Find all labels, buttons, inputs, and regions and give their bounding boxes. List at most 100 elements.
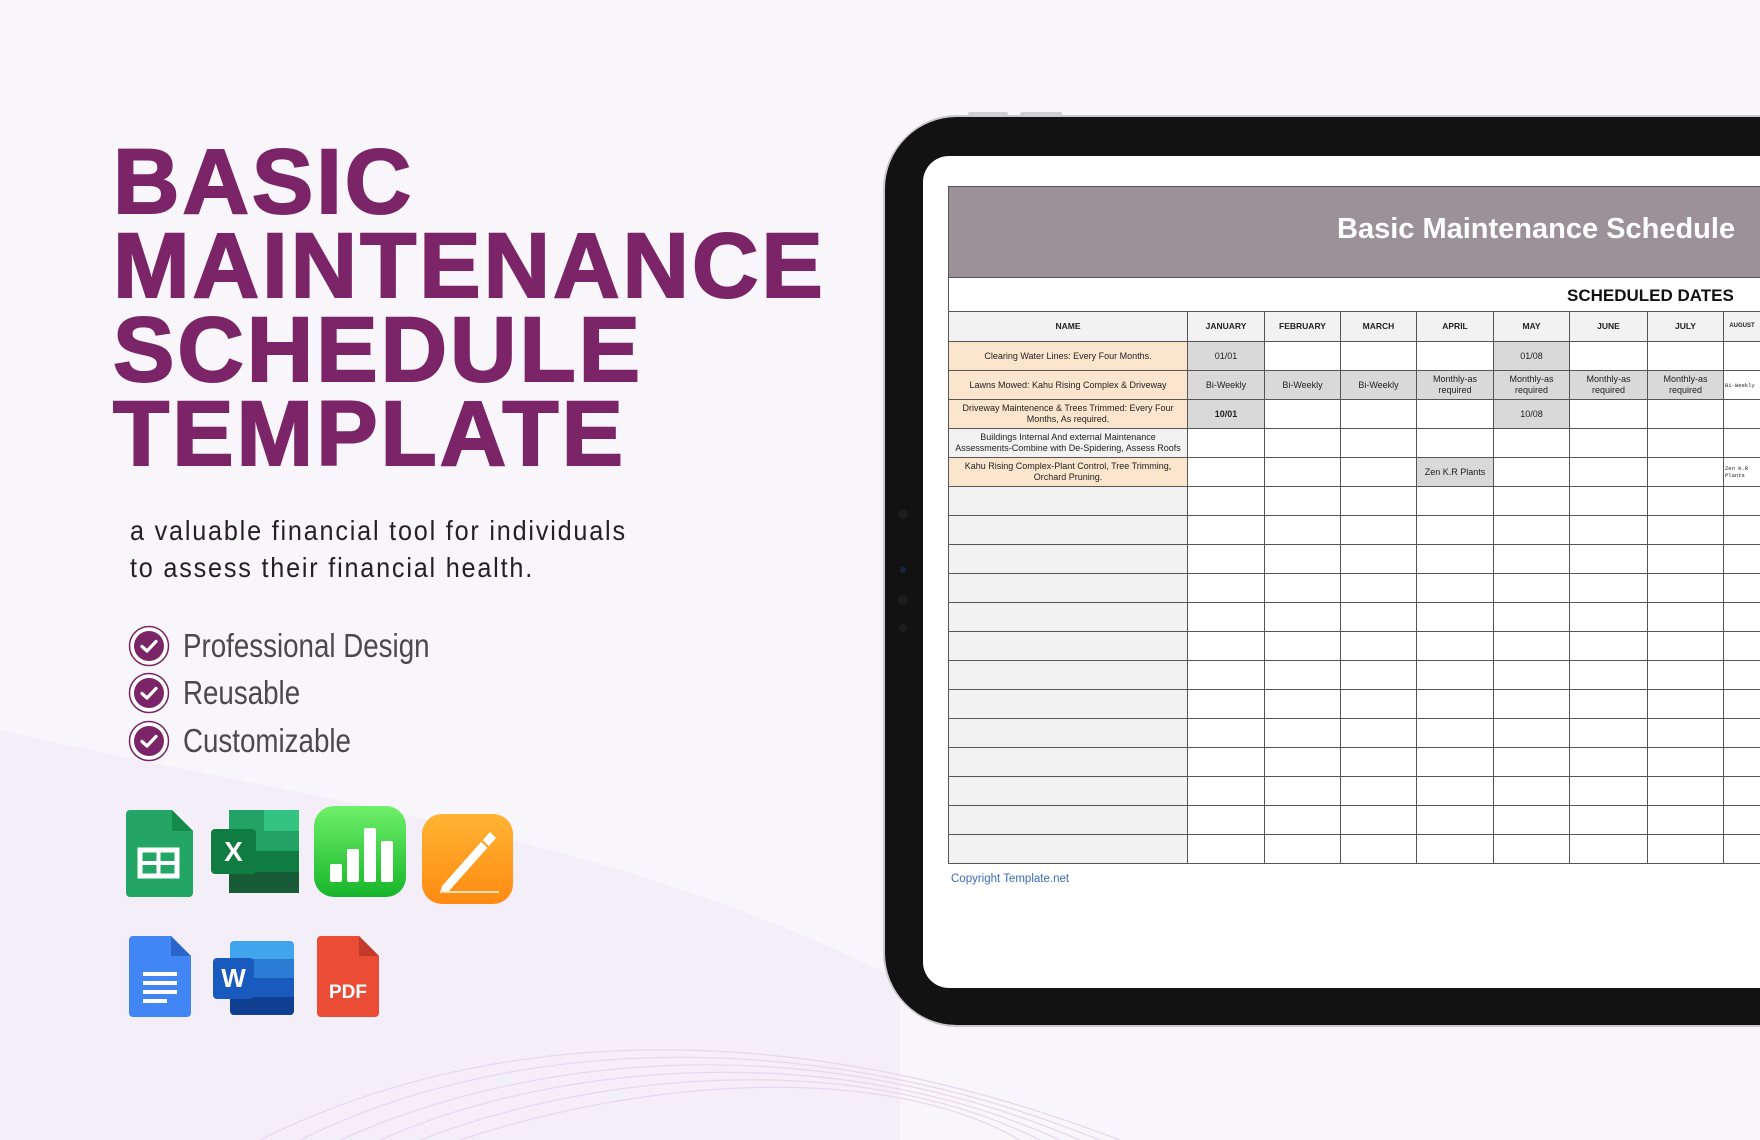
schedule-cell[interactable]: Monthly-as required — [1647, 370, 1724, 400]
schedule-cell[interactable] — [1187, 573, 1265, 603]
schedule-cell[interactable] — [1647, 515, 1724, 545]
task-name-cell[interactable]: Kahu Rising Complex-Plant Control, Tree … — [948, 457, 1188, 487]
column-header-month[interactable]: AUGUST — [1723, 311, 1760, 342]
schedule-cell[interactable] — [1723, 660, 1760, 690]
task-name-cell[interactable]: Driveway Maintenence & Trees Trimmed: Ev… — [948, 399, 1188, 429]
schedule-cell[interactable] — [1569, 399, 1648, 429]
schedule-cell[interactable] — [1264, 515, 1341, 545]
schedule-cell[interactable] — [1723, 631, 1760, 661]
copyright-link[interactable]: Copyright Template.net — [951, 873, 1070, 885]
schedule-cell[interactable] — [1647, 573, 1724, 603]
schedule-cell[interactable] — [1723, 515, 1760, 545]
schedule-cell[interactable] — [1493, 747, 1570, 777]
schedule-cell[interactable] — [1416, 544, 1494, 574]
schedule-cell[interactable] — [1264, 805, 1341, 835]
schedule-cell[interactable] — [1569, 660, 1648, 690]
schedule-cell[interactable] — [1187, 486, 1265, 516]
task-name-cell[interactable] — [948, 776, 1188, 806]
schedule-cell[interactable] — [1647, 718, 1724, 748]
schedule-cell[interactable] — [1723, 486, 1760, 516]
schedule-cell[interactable] — [1723, 573, 1760, 603]
column-header-month[interactable]: JUNE — [1569, 311, 1648, 342]
schedule-cell[interactable] — [1647, 544, 1724, 574]
task-name-cell[interactable] — [948, 544, 1188, 574]
google-docs-icon[interactable] — [129, 936, 191, 1017]
task-name-cell[interactable] — [948, 515, 1188, 545]
schedule-cell[interactable] — [1264, 573, 1341, 603]
schedule-cell[interactable] — [1340, 660, 1417, 690]
schedule-cell[interactable] — [1493, 631, 1570, 661]
schedule-cell[interactable] — [1416, 399, 1494, 429]
schedule-cell[interactable]: Zen K.R Plants — [1416, 457, 1494, 487]
schedule-cell[interactable] — [1340, 457, 1417, 487]
schedule-cell[interactable] — [1493, 834, 1570, 864]
schedule-cell[interactable] — [1569, 834, 1648, 864]
schedule-cell[interactable] — [1723, 428, 1760, 458]
schedule-cell[interactable] — [1569, 341, 1648, 371]
schedule-cell[interactable] — [1340, 428, 1417, 458]
schedule-cell[interactable] — [1647, 457, 1724, 487]
schedule-cell[interactable] — [1340, 805, 1417, 835]
schedule-cell[interactable] — [1187, 689, 1265, 719]
schedule-cell[interactable] — [1187, 631, 1265, 661]
column-header-name[interactable]: NAME — [948, 311, 1188, 342]
schedule-cell[interactable] — [1340, 573, 1417, 603]
schedule-cell[interactable] — [1569, 747, 1648, 777]
schedule-cell[interactable] — [1569, 776, 1648, 806]
schedule-cell[interactable] — [1416, 660, 1494, 690]
schedule-cell[interactable] — [1723, 718, 1760, 748]
schedule-cell[interactable] — [1264, 718, 1341, 748]
task-name-cell[interactable] — [948, 834, 1188, 864]
column-header-month[interactable]: FEBRUARY — [1264, 311, 1341, 342]
schedule-cell[interactable] — [1187, 718, 1265, 748]
schedule-cell[interactable] — [1569, 544, 1648, 574]
excel-icon[interactable]: X — [211, 810, 299, 893]
schedule-cell[interactable] — [1647, 486, 1724, 516]
schedule-cell[interactable]: Zen K.R Plants — [1723, 457, 1760, 487]
schedule-cell[interactable] — [1647, 660, 1724, 690]
schedule-cell[interactable] — [1416, 602, 1494, 632]
schedule-cell[interactable] — [1493, 428, 1570, 458]
schedule-cell[interactable] — [1187, 834, 1265, 864]
schedule-cell[interactable] — [1723, 341, 1760, 371]
schedule-cell[interactable] — [1416, 515, 1494, 545]
task-name-cell[interactable] — [948, 631, 1188, 661]
schedule-cell[interactable] — [1340, 515, 1417, 545]
schedule-cell[interactable] — [1647, 747, 1724, 777]
schedule-cell[interactable] — [1416, 428, 1494, 458]
schedule-cell[interactable] — [1264, 747, 1341, 777]
column-header-month[interactable]: MARCH — [1340, 311, 1417, 342]
task-name-cell[interactable]: Buildings Internal And external Maintena… — [948, 428, 1188, 458]
schedule-cell[interactable] — [1493, 457, 1570, 487]
schedule-cell[interactable] — [1416, 573, 1494, 603]
schedule-cell[interactable]: Monthly-as required — [1569, 370, 1648, 400]
schedule-cell[interactable] — [1187, 428, 1265, 458]
schedule-cell[interactable] — [1723, 689, 1760, 719]
schedule-cell[interactable] — [1569, 573, 1648, 603]
schedule-cell[interactable] — [1416, 718, 1494, 748]
schedule-cell[interactable] — [1416, 776, 1494, 806]
schedule-cell[interactable] — [1723, 776, 1760, 806]
column-header-month[interactable]: MAY — [1493, 311, 1570, 342]
schedule-cell[interactable] — [1187, 515, 1265, 545]
schedule-cell[interactable] — [1416, 834, 1494, 864]
schedule-cell[interactable] — [1647, 834, 1724, 864]
schedule-cell[interactable]: 10/01 — [1187, 399, 1265, 429]
schedule-cell[interactable]: 10/08 — [1493, 399, 1570, 429]
schedule-cell[interactable] — [1647, 341, 1724, 371]
pages-icon[interactable] — [422, 814, 513, 904]
schedule-cell[interactable] — [1493, 776, 1570, 806]
schedule-cell[interactable] — [1340, 718, 1417, 748]
schedule-cell[interactable] — [1493, 660, 1570, 690]
schedule-cell[interactable] — [1264, 689, 1341, 719]
task-name-cell[interactable] — [948, 573, 1188, 603]
column-header-month[interactable]: JULY — [1647, 311, 1724, 342]
schedule-cell[interactable] — [1723, 747, 1760, 777]
google-sheets-icon[interactable] — [126, 810, 193, 897]
schedule-cell[interactable] — [1569, 805, 1648, 835]
schedule-cell[interactable] — [1723, 834, 1760, 864]
schedule-cell[interactable] — [1569, 689, 1648, 719]
schedule-cell[interactable]: Monthly-as required — [1416, 370, 1494, 400]
task-name-cell[interactable] — [948, 660, 1188, 690]
schedule-cell[interactable] — [1416, 341, 1494, 371]
